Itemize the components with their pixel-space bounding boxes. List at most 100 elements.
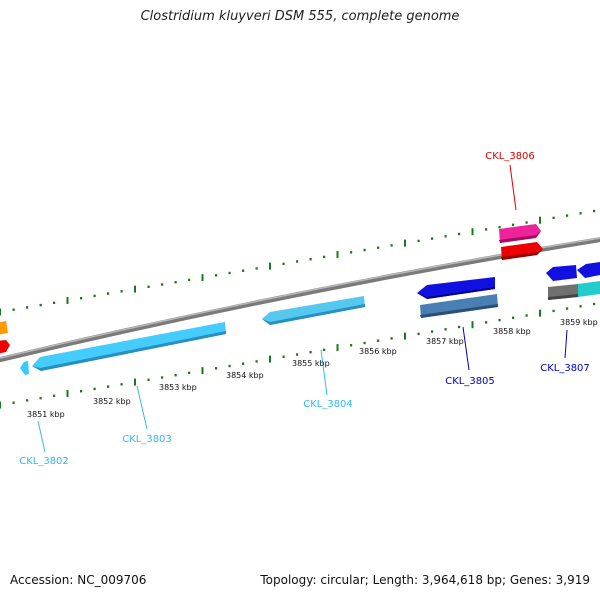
gene-ckl-3802[interactable] (20, 361, 29, 375)
gene-ckl-3804[interactable] (262, 296, 365, 325)
scale-minor-tick (161, 283, 164, 286)
scale-major-tick (0, 401, 1, 409)
label-ckl-3805: CKL_3805 (445, 376, 495, 387)
scale-minor-tick (377, 246, 380, 249)
label-ckl-3807: CKL_3807 (540, 363, 590, 374)
scale-minor-tick (255, 360, 258, 363)
gene-ckl-3806-shade (499, 231, 541, 243)
scale-minor-tick (512, 223, 515, 226)
scale-minor-tick (309, 351, 312, 354)
tick-label-3854: 3854 kbp (226, 371, 264, 380)
scale-minor-tick (458, 325, 461, 329)
scale-minor-tick (188, 371, 191, 375)
scale-minor-tick (174, 281, 177, 284)
scale-minor-tick (39, 396, 42, 400)
scale-minor-tick (107, 385, 110, 388)
gene-feature[interactable] (0, 340, 10, 354)
upper-scale-track (0, 209, 596, 316)
scale-major-tick (201, 367, 204, 375)
gene-feature-shade (501, 249, 543, 260)
scale-minor-tick (242, 269, 245, 272)
scale-major-tick (471, 228, 474, 236)
scale-minor-tick (12, 308, 15, 311)
scale-minor-tick (525, 221, 528, 224)
scale-minor-tick (228, 364, 231, 368)
scale-minor-tick (174, 374, 177, 377)
scale-minor-tick (525, 314, 528, 317)
tick-label-3853: 3853 kbp (159, 383, 197, 392)
scale-minor-tick (26, 399, 29, 402)
gene-ckl-3805[interactable] (417, 277, 495, 299)
scale-minor-tick (228, 271, 231, 275)
scale-minor-tick (363, 341, 366, 345)
label-ckl-3802: CKL_3802 (19, 456, 69, 467)
gene-feature[interactable] (546, 265, 577, 281)
scale-minor-tick (242, 362, 245, 365)
scale-minor-tick (444, 235, 447, 238)
scale-minor-tick (552, 216, 555, 220)
gene-feature[interactable] (0, 321, 8, 335)
scale-minor-tick (80, 297, 83, 300)
scale-major-tick (539, 309, 541, 317)
scale-minor-tick (323, 255, 326, 259)
label-ckl-3806: CKL_3806 (485, 151, 535, 162)
gene-feature[interactable] (420, 294, 498, 318)
scale-minor-tick (417, 239, 420, 243)
scale-minor-tick (296, 260, 299, 263)
gene-feature[interactable] (577, 262, 600, 278)
scale-minor-tick (579, 212, 582, 215)
scale-minor-tick (255, 267, 258, 270)
scale-minor-tick (498, 225, 501, 229)
scale-minor-tick (444, 328, 447, 331)
scale-minor-tick (93, 387, 96, 391)
scale-minor-tick (485, 228, 488, 231)
scale-minor-tick (147, 378, 150, 381)
scale-minor-tick (323, 348, 326, 352)
scale-minor-tick (566, 214, 569, 217)
gene-feature[interactable] (578, 281, 600, 297)
scale-minor-tick (282, 262, 285, 265)
scale-major-tick (404, 239, 406, 247)
scale-minor-tick (566, 307, 569, 310)
scale-minor-tick (579, 305, 582, 308)
scale-minor-tick (309, 258, 312, 261)
scale-minor-tick (39, 303, 42, 307)
tick-label-3856: 3856 kbp (359, 347, 397, 356)
scale-minor-tick (53, 394, 56, 397)
scale-minor-tick (282, 355, 285, 358)
scale-minor-tick (485, 321, 488, 324)
scale-minor-tick (350, 344, 353, 347)
gene-ckl-3805-shade (417, 287, 495, 299)
scale-minor-tick (147, 285, 150, 288)
scale-minor-tick (107, 292, 110, 295)
scale-major-tick (269, 355, 271, 363)
scale-minor-tick (161, 376, 164, 379)
scale-major-tick (134, 378, 136, 386)
scale-minor-tick (215, 274, 218, 277)
scale-minor-tick (188, 278, 191, 282)
scale-minor-tick (498, 318, 501, 322)
scale-major-tick (134, 285, 136, 293)
scale-minor-tick (417, 332, 420, 336)
scale-minor-tick (26, 306, 29, 309)
tick-label-3859: 3859 kbp (560, 318, 598, 327)
gene-feature-shade (420, 304, 498, 318)
scale-minor-tick (377, 339, 380, 342)
gene-ckl-3803[interactable] (32, 322, 226, 371)
scale-major-tick (336, 344, 339, 352)
genome-summary-text: Topology: circular; Length: 3,964,618 bp… (260, 573, 590, 587)
gene-ckl-3804-shade (262, 304, 365, 325)
tick-labels: 3851 kbp 3852 kbp 3853 kbp 3854 kbp 3855… (27, 318, 598, 419)
scale-minor-tick (215, 367, 218, 370)
gene-ckl-3803-shade (32, 331, 226, 371)
scale-minor-tick (512, 316, 515, 319)
scale-minor-tick (93, 294, 96, 298)
scale-major-tick (66, 297, 69, 304)
scale-minor-tick (363, 248, 366, 252)
scale-minor-tick (390, 337, 393, 340)
tick-label-3857: 3857 kbp (426, 337, 464, 346)
genes (0, 224, 600, 375)
scale-major-tick (404, 332, 406, 340)
scale-major-tick (471, 321, 474, 329)
